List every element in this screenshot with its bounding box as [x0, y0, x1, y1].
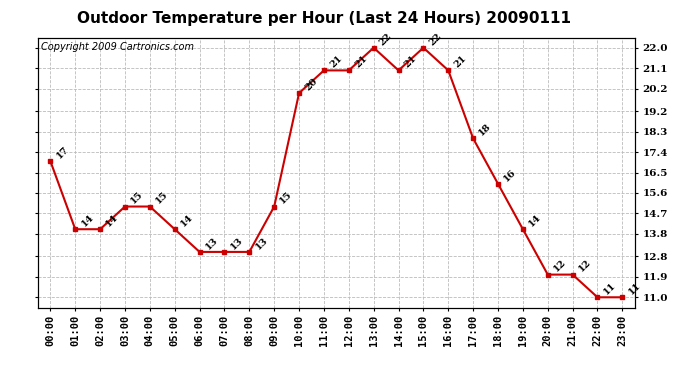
Text: Outdoor Temperature per Hour (Last 24 Hours) 20090111: Outdoor Temperature per Hour (Last 24 Ho… — [77, 11, 571, 26]
Text: 21: 21 — [328, 54, 344, 70]
Text: 14: 14 — [79, 213, 95, 228]
Text: 14: 14 — [527, 213, 543, 228]
Text: 12: 12 — [577, 258, 593, 274]
Text: 13: 13 — [253, 235, 269, 251]
Text: 21: 21 — [453, 54, 469, 70]
Text: 22: 22 — [428, 31, 444, 47]
Text: 21: 21 — [403, 54, 419, 70]
Text: Copyright 2009 Cartronics.com: Copyright 2009 Cartronics.com — [41, 42, 194, 51]
Text: 16: 16 — [502, 167, 518, 183]
Text: 12: 12 — [552, 258, 568, 274]
Text: 18: 18 — [477, 122, 493, 138]
Text: 20: 20 — [303, 76, 319, 92]
Text: 11: 11 — [627, 281, 642, 297]
Text: 22: 22 — [378, 31, 394, 47]
Text: 15: 15 — [154, 190, 170, 206]
Text: 15: 15 — [129, 190, 145, 206]
Text: 14: 14 — [104, 213, 120, 228]
Text: 15: 15 — [278, 190, 294, 206]
Text: 13: 13 — [204, 235, 219, 251]
Text: 21: 21 — [353, 54, 368, 70]
Text: 13: 13 — [228, 235, 244, 251]
Text: 17: 17 — [55, 144, 70, 160]
Text: 11: 11 — [602, 281, 618, 297]
Text: 14: 14 — [179, 213, 195, 228]
